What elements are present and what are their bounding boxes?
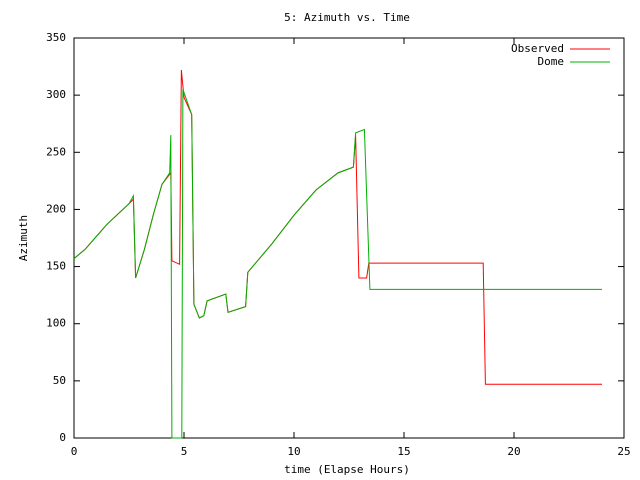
y-tick-label: 150 (46, 260, 66, 273)
y-tick-label: 200 (46, 202, 66, 215)
x-tick-label: 5 (181, 445, 188, 458)
x-tick-label: 0 (71, 445, 78, 458)
legend-label: Dome (538, 55, 565, 68)
data-line (73, 89, 602, 439)
x-tick-label: 20 (507, 445, 520, 458)
x-tick-label: 15 (397, 445, 410, 458)
y-tick-label: 50 (53, 374, 66, 387)
y-tick-label: 250 (46, 145, 66, 158)
x-tick-label: 25 (617, 445, 630, 458)
y-tick-label: 300 (46, 88, 66, 101)
y-tick-label: 350 (46, 31, 66, 44)
y-axis-label: Azimuth (17, 215, 30, 261)
y-tick-label: 100 (46, 317, 66, 330)
plot-frame (73, 37, 625, 439)
data-line (73, 69, 602, 385)
y-tick-label: 0 (59, 431, 66, 444)
x-tick-label: 10 (287, 445, 300, 458)
x-axis-label: time (Elapse Hours) (284, 463, 410, 476)
chart-title: 5: Azimuth vs. Time (284, 11, 410, 24)
legend-label: Observed (511, 42, 564, 55)
